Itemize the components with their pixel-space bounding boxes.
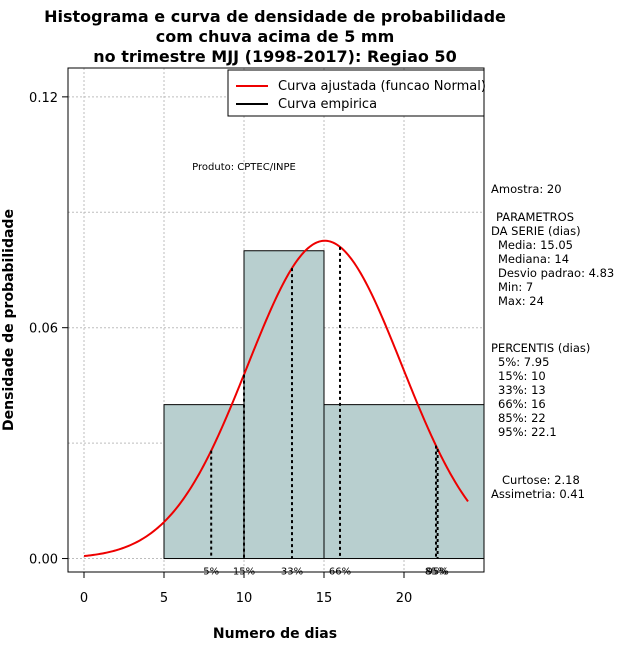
- histogram-bar: [323, 404, 485, 560]
- y-axis-ticks: 0.00 0.06 0.12: [29, 91, 68, 568]
- statistics-panel: Amostra: 20 PARAMETROS DA SERIE (dias) M…: [491, 182, 614, 501]
- histogram-bars: [163, 250, 485, 560]
- normal-curve: [83, 239, 469, 558]
- stat-media: Media: 15.05: [498, 238, 573, 252]
- x-tick-label: 10: [236, 591, 253, 606]
- legend-box: [227, 69, 485, 117]
- x-axis-ticks: 0 5 10 15 20: [80, 572, 412, 606]
- stat-perc-title: PERCENTIS (dias): [491, 341, 590, 355]
- chart-title-line-1: Histograma e curva de densidade de proba…: [44, 7, 506, 26]
- x-tick-label: 5: [160, 591, 168, 606]
- stat-amostra: Amostra: 20: [491, 182, 562, 196]
- stat-assimetria: Assimetria: 0.41: [491, 487, 585, 501]
- stat-desvio: Desvio padrao: 4.83: [498, 266, 614, 280]
- x-axis-label: Numero de dias: [213, 626, 337, 642]
- x-tick-label: 15: [316, 591, 333, 606]
- stat-p85: 85%: 22: [498, 411, 546, 425]
- x-tick-label: 0: [80, 591, 88, 606]
- legend: Curva ajustada (funcao Normal) Curva emp…: [227, 69, 486, 117]
- chart-title-line-3: no trimestre MJJ (1998-2017): Regiao 50: [93, 47, 456, 66]
- stat-param-title-1: PARAMETROS: [496, 210, 574, 224]
- stat-max: Max: 24: [498, 294, 544, 308]
- histogram-bar: [243, 250, 325, 560]
- stat-min: Min: 7: [498, 280, 533, 294]
- plot-frame: [67, 67, 485, 573]
- y-tick-label: 0.00: [29, 553, 58, 568]
- legend-label-empirical-curve: Curva empirica: [278, 97, 377, 112]
- normal-curve-group: [83, 239, 469, 558]
- stat-curtose: Curtose: 2.18: [502, 473, 580, 487]
- x-tick-label: 20: [396, 591, 413, 606]
- stat-param-title-2: DA SERIE (dias): [491, 224, 581, 238]
- y-tick-label: 0.06: [29, 322, 58, 337]
- y-axis-label: Densidade de probabilidade: [1, 209, 17, 431]
- chart-title-line-2: com chuva acima de 5 mm: [156, 27, 395, 46]
- stat-p33: 33%: 13: [498, 383, 546, 397]
- stat-p66: 66%: 16: [498, 397, 546, 411]
- stat-p95: 95%: 22.1: [498, 425, 557, 439]
- stat-p5: 5%: 7.95: [498, 355, 549, 369]
- stat-p15: 15%: 10: [498, 369, 546, 383]
- stat-mediana: Mediana: 14: [498, 252, 569, 266]
- histogram-bar: [163, 404, 245, 560]
- y-tick-label: 0.12: [29, 91, 58, 106]
- legend-label-fitted-curve: Curva ajustada (funcao Normal): [278, 79, 486, 94]
- product-annotation: Produto: CPTEC/INPE: [192, 162, 296, 173]
